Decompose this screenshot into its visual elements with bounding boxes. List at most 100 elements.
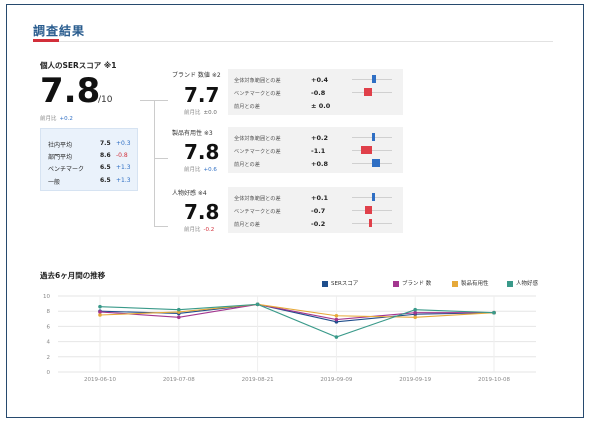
page-title: 調査結果: [33, 24, 86, 38]
comparison-value: ± 0.0: [311, 102, 331, 110]
subscore-value: 7.8: [184, 200, 220, 224]
series-point: [413, 310, 418, 315]
series-point: [98, 313, 102, 317]
x-tick-label: 2019-10-08: [478, 377, 510, 383]
trend-heading: 過去6ヶ月間の推移: [40, 271, 106, 280]
benchmark-value: 6.5: [100, 177, 111, 184]
tree-connector: [154, 100, 155, 227]
y-tick-label: 0: [47, 370, 51, 376]
personal-score-value: 7.8: [40, 71, 101, 111]
x-tick-label: 2019-07-08: [163, 377, 195, 383]
x-tick-label: 2019-09-09: [320, 377, 352, 383]
benchmark-row: 社内平均 7.5 +0.3: [48, 138, 134, 150]
comparison-label: 前月との差: [234, 162, 260, 168]
comparison-value: +0.2: [311, 134, 328, 142]
series-point: [177, 315, 181, 320]
comparison-bar: [364, 88, 372, 96]
comparison-axis: [352, 150, 392, 151]
y-tick-label: 2: [47, 355, 51, 361]
benchmark-panel: 社内平均 7.5 +0.3 部門平均 8.6 -0.8 ベンチマーク 6.5 +…: [40, 128, 138, 191]
legend-item[interactable]: SERスコア: [322, 279, 358, 287]
subscore-delta: 前月比 +0.6: [184, 165, 217, 173]
y-tick-label: 10: [43, 294, 50, 300]
title-divider: [33, 41, 553, 42]
comparison-label: 前月との差: [234, 222, 260, 228]
comparison-axis: [352, 223, 392, 224]
y-tick-label: 6: [47, 324, 51, 330]
series-point: [177, 307, 181, 312]
delta-label: 前月比: [184, 227, 201, 233]
comparison-value: -0.7: [311, 207, 326, 215]
legend-item[interactable]: 人物好感: [507, 279, 538, 287]
personal-score-heading: 個人のSERスコア ※1: [40, 61, 117, 70]
comparison-value: +0.4: [311, 76, 328, 84]
personal-score-delta: 前月比 +0.2: [40, 114, 73, 122]
comparison-row: 前月との差 +0.8: [234, 158, 399, 169]
comparison-row: ベンチマークとの差 -0.8: [234, 87, 399, 98]
series-point: [255, 302, 260, 307]
comparison-label: 全体対象範囲との差: [234, 136, 281, 142]
delta-value: +0.6: [203, 167, 217, 173]
comparison-label: 全体対象範囲との差: [234, 196, 281, 202]
comparison-row: 全体対象範囲との差 +0.2: [234, 132, 399, 143]
subscore-label: 製品有用性 ※3: [172, 130, 213, 137]
series-point: [334, 313, 339, 318]
benchmark-delta: -0.8: [116, 152, 128, 159]
comparison-row: ベンチマークとの差 -0.7: [234, 205, 399, 216]
series-point: [413, 315, 418, 320]
series-point: [334, 335, 339, 339]
benchmark-row: 部門平均 8.6 -0.8: [48, 150, 134, 162]
subscore-label: ブランド 数値 ※2: [172, 72, 221, 79]
benchmark-value: 7.5: [100, 140, 111, 147]
benchmark-delta: +1.3: [116, 177, 131, 184]
series-line: [99, 303, 495, 323]
benchmark-delta: +0.3: [116, 140, 131, 147]
comparison-value: -0.8: [311, 89, 326, 97]
benchmark-label: ベンチマーク: [48, 166, 85, 173]
legend-item[interactable]: 製品有用性: [452, 279, 489, 287]
legend-swatch: [393, 280, 399, 287]
comparison-row: 全体対象範囲との差 +0.1: [234, 192, 399, 203]
tree-connector-stub: [140, 100, 154, 101]
comparison-row: 前月との差 -0.2: [234, 218, 399, 229]
comparison-bar: [369, 219, 372, 227]
series-point: [492, 310, 496, 315]
comparison-value: -0.2: [311, 220, 326, 228]
comparison-axis: [352, 92, 392, 93]
benchmark-label: 部門平均: [48, 154, 73, 161]
legend-swatch: [322, 280, 328, 287]
x-tick-label: 2019-06-10: [84, 377, 116, 383]
title-accent-bar: [33, 39, 59, 42]
comparison-bar: [372, 133, 375, 141]
series-point: [334, 317, 339, 322]
legend-label: ブランド 数: [402, 281, 432, 287]
comparison-label: ベンチマークとの差: [234, 149, 281, 155]
series-point: [98, 304, 102, 309]
legend-label: 製品有用性: [461, 281, 489, 287]
delta-value: +0.2: [59, 116, 73, 122]
subscore-value: 7.8: [184, 140, 220, 164]
comparison-bar: [361, 146, 372, 154]
legend-item[interactable]: ブランド 数: [393, 279, 431, 287]
legend-label: SERスコア: [331, 281, 359, 287]
delta-label: 前月比: [184, 167, 201, 173]
y-tick-label: 4: [47, 340, 51, 346]
subscore-value: 7.7: [184, 83, 220, 107]
series-line: [99, 303, 494, 321]
tree-connector-branch: [154, 158, 168, 159]
series-point: [98, 310, 102, 314]
legend-label: 人物好感: [516, 281, 539, 287]
comparison-value: +0.1: [311, 194, 328, 202]
benchmark-label: 社内平均: [48, 142, 73, 149]
x-tick-label: 2019-09-19: [399, 377, 431, 383]
series-line: [99, 303, 495, 338]
benchmark-value: 8.6: [100, 152, 111, 159]
benchmark-row: 一般 6.5 +1.3: [48, 175, 134, 187]
x-tick-label: 2019-08-21: [242, 377, 274, 383]
comparison-row: 前月との差 ± 0.0: [234, 100, 399, 111]
benchmark-label: 一般: [48, 179, 61, 186]
benchmark-row: ベンチマーク 6.5 +1.3: [48, 162, 134, 174]
comparison-label: ベンチマークとの差: [234, 209, 281, 215]
comparison-bar: [372, 193, 375, 201]
comparison-bar: [372, 159, 380, 167]
